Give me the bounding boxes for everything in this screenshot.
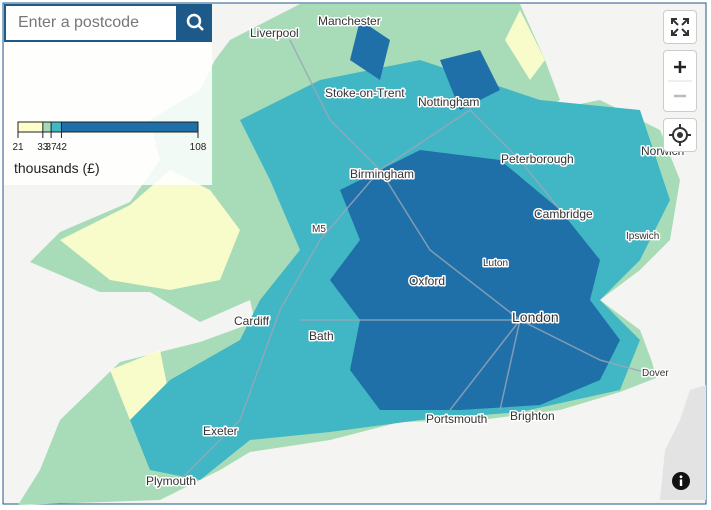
legend-swatch (51, 122, 62, 132)
locate-button[interactable] (663, 118, 697, 152)
place-label: Cambridge (534, 207, 593, 221)
place-label: Bath (309, 329, 334, 343)
place-label: Peterborough (501, 152, 574, 166)
legend-swatch (42, 122, 52, 132)
legend-unit: thousands (£) (14, 160, 100, 176)
fullscreen-button[interactable] (663, 10, 697, 44)
legend-tick-label: 21 (12, 142, 24, 152)
place-label: Nottingham (418, 95, 479, 109)
place-label: Manchester (318, 14, 381, 28)
place-label: Exeter (203, 424, 238, 438)
postcode-input[interactable]: Enter a postcode (4, 4, 178, 42)
low-area (60, 10, 545, 420)
france (660, 385, 706, 500)
legend: 21 33 37 42 108 thousands (£) (4, 42, 212, 185)
legend-tick-label: 37 (46, 142, 58, 152)
place-label: Stoke-on-Trent (325, 86, 405, 100)
place-label: Oxford (409, 274, 445, 288)
legend-tick-label: 108 (190, 142, 207, 152)
roads (179, 39, 656, 481)
fullscreen-icon (671, 18, 689, 36)
place-label: Brighton (510, 409, 555, 423)
place-label: Dover (642, 368, 669, 379)
place-label: Liverpool (250, 26, 299, 40)
search-icon (186, 13, 204, 31)
place-label: Cardiff (234, 314, 270, 328)
zoom-control (663, 50, 697, 112)
place-labels: Manchester Liverpool Stoke-on-Trent Nott… (145, 13, 686, 490)
place-label: Portsmouth (426, 412, 487, 426)
locate-icon (669, 124, 691, 146)
road-label: M5 (312, 224, 326, 235)
place-label: Birmingham (350, 167, 414, 181)
place-label: Luton (483, 258, 508, 269)
legend-swatch (61, 122, 199, 132)
place-label: Ipswich (626, 231, 659, 242)
search-button[interactable] (178, 4, 212, 42)
high-area (330, 20, 620, 410)
place-label: Plymouth (146, 474, 196, 488)
legend-tick-label: 42 (56, 142, 68, 152)
place-label: London (512, 309, 559, 325)
zoom-icons (668, 61, 692, 98)
legend-swatch (18, 122, 43, 132)
info-button[interactable] (671, 471, 691, 491)
legend-tick-label: 33 (37, 142, 49, 152)
